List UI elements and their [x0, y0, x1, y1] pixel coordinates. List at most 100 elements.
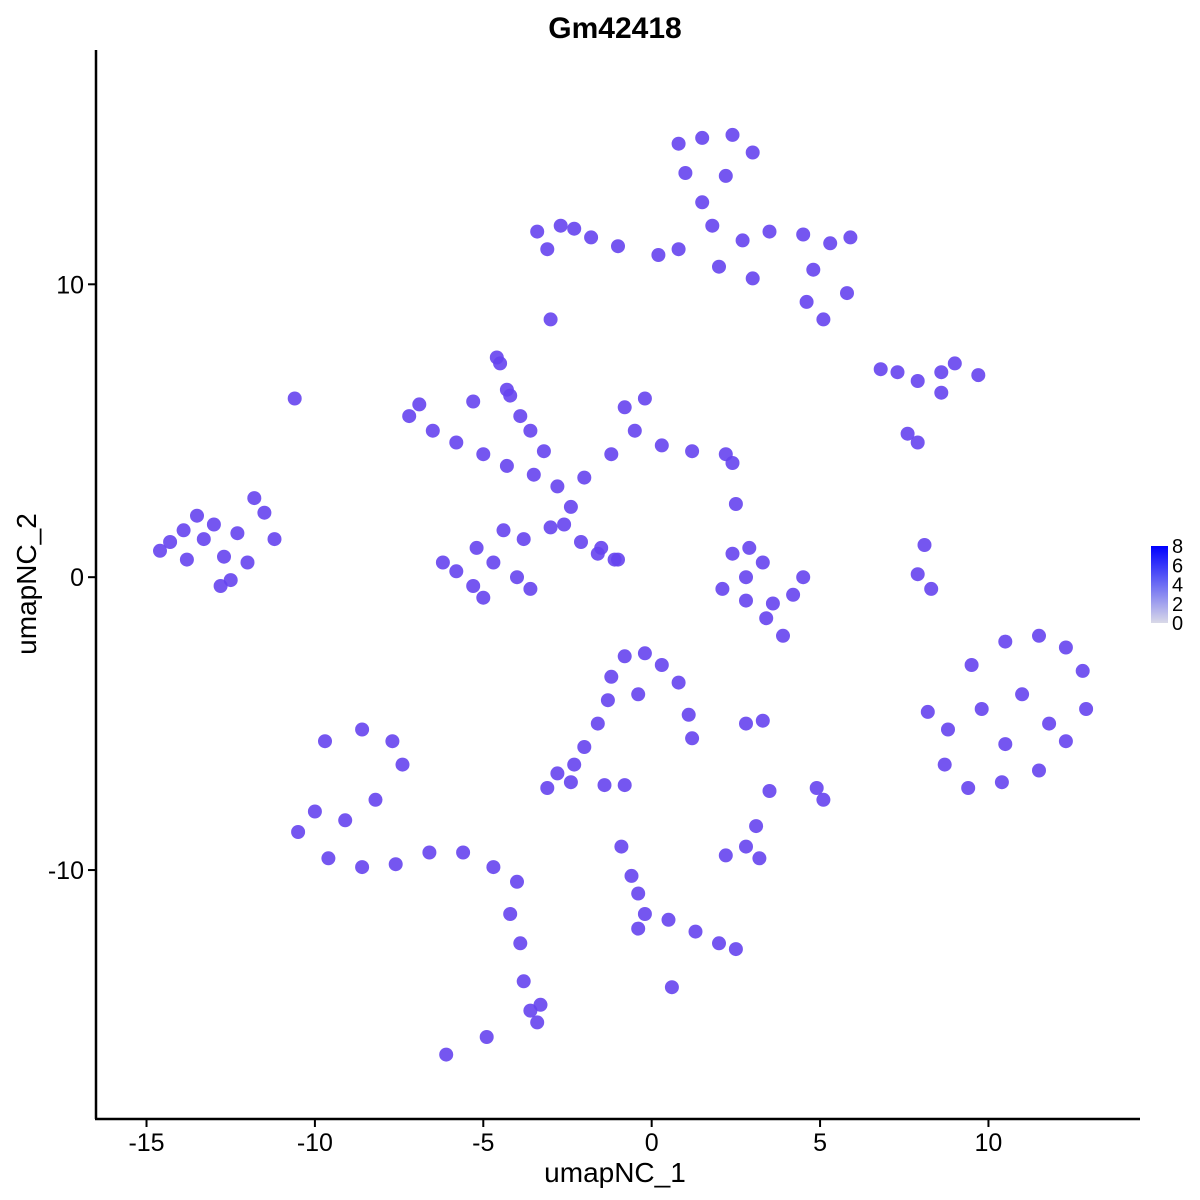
scatter-points	[153, 127, 1094, 1062]
cluster-f-point	[590, 546, 605, 561]
cluster-d-point	[840, 286, 854, 301]
cluster-e-point	[611, 239, 625, 254]
cluster-l-point	[624, 868, 639, 883]
cluster-b-point	[526, 467, 541, 482]
cluster-i-point	[941, 722, 955, 737]
cluster-i-point	[961, 781, 976, 795]
cluster-b-point	[412, 397, 427, 412]
cluster-k-point	[422, 845, 437, 860]
cluster-d-point	[816, 312, 831, 327]
cluster-k-point	[291, 825, 306, 839]
cluster-d-point	[796, 227, 811, 242]
cluster-f-point	[493, 356, 508, 371]
cluster-f-point	[503, 388, 518, 403]
cluster-j-point	[550, 766, 565, 781]
cluster-b-point	[577, 470, 592, 485]
cluster-l-point	[728, 942, 743, 957]
cluster-g-point	[742, 540, 757, 555]
cluster-k-point	[338, 813, 353, 828]
cluster-b-point	[627, 423, 642, 438]
cluster-k-point	[533, 997, 548, 1012]
colorbar	[1151, 546, 1168, 623]
cluster-a-point	[217, 549, 231, 564]
cluster-d-point	[735, 233, 750, 248]
legend-tick-label: 8	[1172, 536, 1183, 558]
cluster-d-point	[843, 230, 858, 245]
cluster-g-point	[739, 570, 753, 585]
cluster-b-point	[550, 479, 565, 494]
cluster-c-point	[496, 523, 511, 538]
cluster-k-point	[318, 734, 332, 749]
cluster-i-point	[974, 702, 989, 716]
cluster-l-point	[439, 1047, 454, 1062]
cluster-h-point	[910, 435, 925, 450]
cluster-e-point	[553, 218, 568, 233]
cluster-b-point	[449, 435, 464, 450]
cluster-k-point	[388, 857, 403, 872]
cluster-d-point	[671, 136, 686, 151]
cluster-d-point	[823, 236, 838, 251]
cluster-d-point	[718, 168, 733, 183]
cluster-l-point	[749, 819, 764, 834]
cluster-c-point	[466, 579, 481, 593]
legend-tick-label: 0	[1172, 613, 1183, 635]
cluster-d-point	[745, 145, 760, 160]
cluster-a-point	[267, 532, 282, 547]
cluster-d-point	[695, 195, 710, 210]
cluster-g-point	[910, 567, 925, 582]
x-tick-label: -15	[128, 1129, 164, 1157]
cluster-a-point	[213, 579, 228, 593]
cluster-j-point	[631, 687, 646, 702]
cluster-l-point	[631, 921, 646, 936]
y-tick-label: -10	[48, 857, 84, 885]
cluster-l-point	[637, 907, 652, 921]
cluster-j-point	[637, 646, 652, 661]
cluster-h-point	[971, 368, 986, 383]
cluster-a-point	[176, 523, 191, 538]
cluster-l-point	[809, 781, 824, 795]
cluster-l-point	[712, 936, 726, 951]
cluster-l-point	[752, 851, 767, 866]
cluster-i-point	[1079, 702, 1094, 716]
cluster-b-point	[466, 394, 481, 409]
cluster-f-point	[287, 391, 302, 406]
cluster-b-point	[637, 391, 652, 406]
cluster-e-point	[567, 221, 582, 236]
cluster-c-point	[449, 564, 464, 579]
cluster-h-point	[776, 628, 790, 643]
cluster-d-point	[762, 224, 777, 239]
cluster-j-point	[681, 707, 696, 722]
cluster-b-point	[499, 458, 514, 473]
cluster-a-point	[190, 508, 204, 523]
cluster-b-point	[425, 423, 440, 438]
cluster-k-point	[513, 936, 528, 951]
y-axis-title: umapNC_2	[11, 513, 42, 655]
cluster-j-point	[617, 649, 632, 664]
cluster-k-point	[321, 851, 336, 866]
chart-title: Gm42418	[548, 12, 681, 45]
cluster-g-point	[924, 581, 939, 596]
x-tick-label: 0	[645, 1129, 659, 1157]
cluster-a-point	[257, 505, 272, 520]
cluster-j-point	[600, 693, 615, 708]
cluster-k-point	[368, 792, 383, 807]
cluster-i-point	[998, 737, 1013, 752]
cluster-j-point	[671, 675, 686, 690]
cluster-h-point	[900, 426, 915, 441]
cluster-i-point	[1015, 687, 1030, 702]
cluster-a-point	[153, 543, 167, 558]
cluster-i-point	[1042, 716, 1057, 731]
cluster-l-point	[479, 1030, 494, 1044]
cluster-g-point	[725, 546, 740, 561]
cluster-g-point	[786, 587, 801, 602]
cluster-l-point	[614, 839, 629, 854]
cluster-h-point	[910, 374, 925, 388]
cluster-i-point	[1075, 663, 1090, 678]
cluster-b-point	[476, 447, 491, 462]
cluster-j-point	[617, 778, 632, 793]
cluster-l-point	[688, 924, 703, 939]
cluster-k-point	[355, 860, 370, 875]
